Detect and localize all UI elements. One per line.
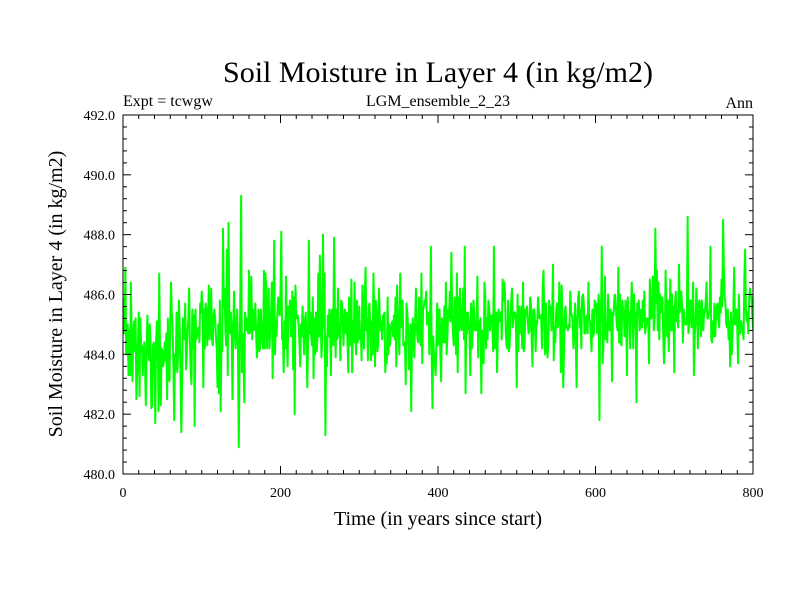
- x-tick-label: 0: [120, 486, 127, 501]
- x-tick-label: 200: [270, 486, 291, 501]
- plot-area: [123, 194, 753, 449]
- ensemble-label: LGM_ensemble_2_23: [366, 93, 510, 110]
- x-tick-label: 400: [428, 486, 449, 501]
- data-line: [123, 194, 753, 449]
- x-tick-label: 800: [743, 486, 764, 501]
- period-label: Ann: [725, 95, 753, 112]
- y-tick-label: 486.0: [84, 289, 116, 304]
- x-tick-labels: 0 200 400 600 800: [120, 486, 764, 501]
- chart-title: Soil Moisture in Layer 4 (in kg/m2): [223, 56, 653, 89]
- y-tick-label: 488.0: [84, 229, 116, 244]
- y-tick-label: 490.0: [84, 169, 116, 184]
- y-axis-label: Soil Moisture in Layer 4 (in kg/m2): [45, 151, 67, 438]
- x-axis-label: Time (in years since start): [334, 508, 542, 530]
- y-tick-label: 482.0: [84, 408, 116, 423]
- y-tick-label: 480.0: [84, 468, 116, 483]
- experiment-label: Expt = tcwgw: [123, 93, 213, 110]
- axis-ticks: [122, 114, 754, 475]
- y-tick-labels: 480.0 482.0 484.0 486.0 488.0 490.0 492.0: [84, 109, 116, 483]
- x-tick-label: 600: [585, 486, 606, 501]
- y-tick-label: 492.0: [84, 109, 116, 124]
- y-tick-label: 484.0: [84, 348, 116, 363]
